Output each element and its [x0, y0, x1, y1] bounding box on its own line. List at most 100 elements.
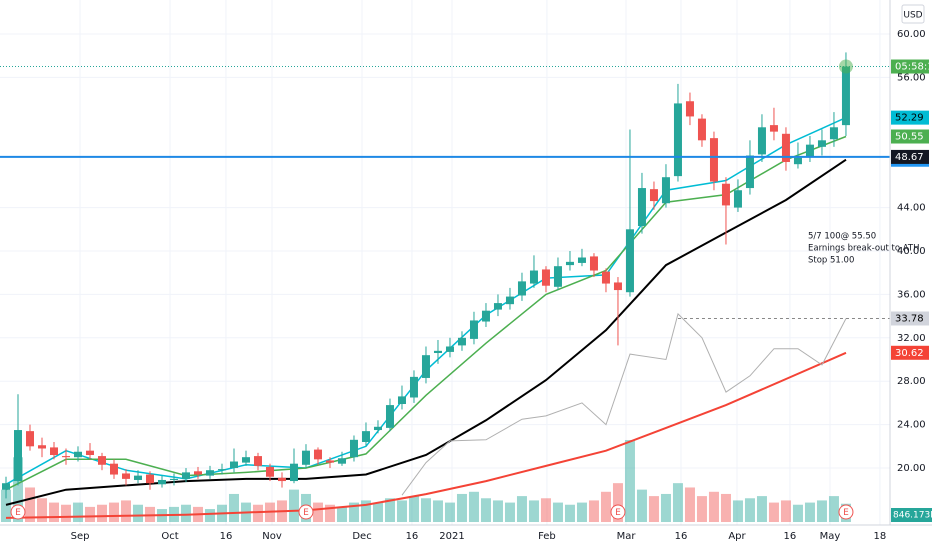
candle-body	[73, 451, 82, 458]
candle-body	[361, 431, 370, 442]
countdown-label-box	[891, 59, 929, 74]
candle-body	[697, 118, 706, 141]
candle-body	[145, 474, 154, 484]
line-value-label-box	[891, 110, 929, 125]
candle-body	[421, 355, 430, 378]
candle-body	[193, 471, 202, 475]
candle-body	[217, 469, 226, 471]
volume-bar	[12, 457, 23, 522]
volume-bar	[720, 493, 731, 522]
volume-bar	[84, 506, 95, 522]
candle-body	[745, 155, 754, 189]
candle-body	[589, 256, 598, 271]
x-tick-label: Sep	[71, 531, 90, 542]
candles	[1, 52, 850, 499]
candle-body	[505, 296, 514, 305]
volume-bar	[612, 483, 623, 522]
x-tick-label: Apr	[728, 531, 746, 542]
candle-body	[277, 477, 286, 482]
volume-bar	[336, 506, 347, 522]
axes: 60.00 56.00 44.00 40.00 36.00 32.00 28.00 24.00…	[71, 29, 932, 542]
candle-body	[253, 456, 262, 466]
volume-bar	[600, 491, 611, 522]
volume-bar	[780, 500, 791, 522]
candle-body	[385, 405, 394, 428]
x-tick-label: May	[820, 531, 841, 542]
volume-bar	[204, 509, 215, 522]
candle-body	[445, 346, 454, 352]
line-value-label-box	[891, 345, 929, 360]
overlays: E E E E 5/7 100@ 55.50 Earnings break-out to …	[0, 59, 919, 520]
candle-body	[409, 376, 418, 398]
candle-body	[529, 270, 538, 284]
line-value-label: 33.78	[895, 313, 924, 324]
line-value-label: 30.62	[895, 348, 924, 359]
volume-bar	[672, 483, 683, 522]
annotation: Stop 51.00	[808, 256, 854, 266]
volume-bar	[528, 500, 539, 522]
earnings-marker	[610, 504, 626, 520]
x-tick-label: Dec	[352, 531, 371, 542]
currency-box[interactable]	[901, 4, 925, 24]
volume-bar	[468, 491, 479, 522]
y-tick-label: 56.00	[897, 72, 926, 83]
volume-bar	[288, 489, 299, 522]
line-value-label-box	[891, 129, 929, 144]
volume-bar	[492, 500, 503, 522]
volume-bar	[444, 502, 455, 522]
volume-bar	[120, 500, 131, 522]
candle-body	[181, 472, 190, 479]
volume-bar	[456, 493, 467, 522]
earnings-marker	[298, 504, 314, 520]
candle-body	[673, 103, 682, 177]
volume-bar	[648, 496, 659, 522]
earnings-marker	[838, 504, 854, 520]
volume-bar	[588, 500, 599, 522]
candle-body	[757, 127, 766, 155]
candle-body	[457, 337, 466, 346]
candle-body	[37, 445, 46, 449]
candle-body	[1, 483, 10, 490]
y-tick-label: 60.00	[897, 29, 926, 40]
countdown-label: 05:58:14	[895, 62, 932, 73]
volume-bar	[96, 504, 107, 522]
candle-body	[577, 257, 586, 263]
volume-bar	[180, 504, 191, 522]
candle-body	[661, 177, 670, 204]
volume-bar	[48, 502, 59, 522]
volume-bar	[480, 498, 491, 522]
candle-body	[817, 140, 826, 147]
x-tick-label: Mar	[617, 531, 637, 542]
volume-bar	[708, 491, 719, 522]
last-price-dot	[838, 59, 853, 74]
candle-body	[313, 449, 322, 460]
y-tick-label: 32.00	[897, 333, 926, 344]
candle-body	[685, 101, 694, 117]
line-value-label: 50.55	[895, 132, 924, 143]
moving-average	[401, 312, 847, 496]
x-tick-label: 2021	[439, 531, 464, 542]
candle-body	[481, 310, 490, 322]
volume-bar	[396, 500, 407, 522]
volume-bar	[348, 502, 359, 522]
y-tick-label: 40.00	[897, 246, 926, 257]
candle-body	[97, 456, 106, 465]
candle-body	[13, 430, 22, 482]
volume-bar	[828, 496, 839, 522]
volume-bar	[804, 502, 815, 522]
volume-bar	[132, 504, 143, 522]
x-tick-label: 18	[874, 531, 887, 542]
x-tick-label: Feb	[538, 531, 556, 542]
y-tick-label: 24.00	[897, 420, 926, 431]
candle-body	[241, 457, 250, 463]
annotation: 5/7 100@ 55.50	[808, 232, 876, 242]
volume-bar	[384, 498, 395, 522]
volume-bar	[252, 504, 263, 522]
y-tick-label: 28.00	[897, 376, 926, 387]
candle-body	[733, 190, 742, 208]
x-tick-label: 16	[220, 531, 233, 542]
volume-bar	[636, 489, 647, 522]
level-label: 48.67	[895, 152, 924, 163]
volume-bar	[540, 498, 551, 522]
